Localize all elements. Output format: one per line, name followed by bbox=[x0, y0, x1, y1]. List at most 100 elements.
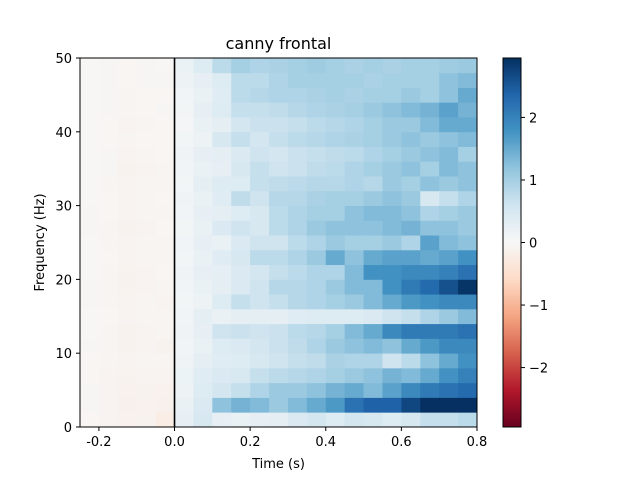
heatmap-cell bbox=[250, 87, 270, 103]
heatmap-cell bbox=[136, 102, 157, 118]
heatmap-cell bbox=[231, 190, 251, 206]
heatmap-cell bbox=[401, 161, 421, 177]
x-tick-label: 0.6 bbox=[391, 435, 412, 450]
heatmap-cell bbox=[439, 87, 459, 103]
heatmap-cell bbox=[458, 235, 478, 251]
heatmap-cell bbox=[80, 102, 100, 118]
heatmap-cell bbox=[306, 220, 327, 236]
heatmap-cell bbox=[287, 382, 308, 398]
heatmap-cell bbox=[174, 353, 194, 369]
heatmap-cell bbox=[231, 308, 251, 325]
y-tick-label: 30 bbox=[55, 200, 72, 215]
heatmap-cell bbox=[306, 338, 327, 354]
heatmap-cell bbox=[382, 249, 402, 266]
colorbar-tick-label: 0 bbox=[529, 237, 537, 252]
heatmap-cell bbox=[155, 382, 175, 398]
heatmap-cell bbox=[155, 102, 175, 118]
heatmap-cell bbox=[382, 323, 402, 339]
heatmap-cell bbox=[287, 176, 308, 192]
heatmap-cell bbox=[231, 279, 251, 295]
heatmap-cell bbox=[420, 382, 440, 398]
heatmap-cell bbox=[269, 72, 289, 88]
heatmap-cell bbox=[344, 146, 364, 162]
heatmap-cell bbox=[193, 308, 213, 325]
heatmap-cell bbox=[250, 338, 270, 354]
heatmap-cell bbox=[401, 220, 421, 236]
heatmap-cell bbox=[98, 264, 119, 280]
heatmap-cell bbox=[401, 397, 421, 413]
heatmap-cell bbox=[155, 412, 175, 428]
heatmap-cell bbox=[117, 58, 138, 74]
heatmap-cell bbox=[155, 353, 175, 369]
heatmap-cell bbox=[325, 308, 346, 325]
heatmap-cell bbox=[250, 220, 270, 236]
heatmap-cell bbox=[80, 294, 100, 310]
heatmap-cell bbox=[212, 205, 232, 221]
heatmap-cell bbox=[420, 338, 440, 354]
heatmap-cell bbox=[155, 235, 175, 251]
heatmap-cell bbox=[344, 58, 364, 74]
heatmap-cell bbox=[250, 102, 270, 118]
heatmap-cell bbox=[325, 249, 346, 266]
heatmap-cell bbox=[325, 205, 346, 221]
heatmap-cell bbox=[250, 294, 270, 310]
heatmap-cell bbox=[250, 279, 270, 295]
heatmap-cell bbox=[439, 205, 459, 221]
heatmap-cell bbox=[98, 367, 119, 384]
heatmap-cell bbox=[155, 279, 175, 295]
heatmap-cell bbox=[117, 294, 138, 310]
heatmap-cell bbox=[401, 58, 421, 74]
heatmap-cell bbox=[98, 397, 119, 413]
heatmap-cell bbox=[136, 131, 157, 147]
heatmap-cell bbox=[420, 294, 440, 310]
heatmap-cell bbox=[269, 294, 289, 310]
heatmap-cell bbox=[401, 382, 421, 398]
heatmap-cell bbox=[98, 382, 119, 398]
heatmap-cell bbox=[250, 353, 270, 369]
heatmap-cell bbox=[269, 205, 289, 221]
heatmap-cell bbox=[136, 72, 157, 88]
heatmap-cell bbox=[382, 146, 402, 162]
heatmap-cell bbox=[344, 353, 364, 369]
heatmap-cell bbox=[325, 338, 346, 354]
heatmap-cell bbox=[344, 264, 364, 280]
heatmap-cell bbox=[458, 131, 478, 147]
heatmap-cell bbox=[458, 87, 478, 103]
heatmap-cell bbox=[363, 161, 383, 177]
heatmap-cell bbox=[325, 367, 346, 384]
heatmap-cell bbox=[439, 72, 459, 88]
heatmap-cell bbox=[420, 220, 440, 236]
heatmap-cell bbox=[174, 264, 194, 280]
heatmap-cell bbox=[174, 294, 194, 310]
heatmap-cell bbox=[306, 279, 327, 295]
colorbar-ticks: −2 −1 0 1 2 bbox=[521, 111, 548, 377]
heatmap-cell bbox=[231, 382, 251, 398]
heatmap-cell bbox=[420, 161, 440, 177]
heatmap-cell bbox=[231, 397, 251, 413]
heatmap-cell bbox=[155, 131, 175, 147]
heatmap-cell bbox=[344, 412, 364, 428]
heatmap-cell bbox=[401, 412, 421, 428]
heatmap-cell bbox=[193, 338, 213, 354]
heatmap-cell bbox=[401, 102, 421, 118]
heatmap-cell bbox=[98, 102, 119, 118]
heatmap-cell bbox=[382, 72, 402, 88]
heatmap-cell bbox=[193, 58, 213, 74]
heatmap-cell bbox=[212, 235, 232, 251]
heatmap-cell bbox=[212, 176, 232, 192]
heatmap-cell bbox=[155, 367, 175, 384]
heatmap-cell bbox=[306, 102, 327, 118]
heatmap-cell bbox=[287, 264, 308, 280]
heatmap-cell bbox=[212, 146, 232, 162]
heatmap-cell bbox=[306, 353, 327, 369]
heatmap-cell bbox=[250, 382, 270, 398]
y-axis: 0 10 20 30 40 50 bbox=[55, 52, 80, 436]
heatmap-cell bbox=[458, 117, 478, 133]
heatmap-cell bbox=[420, 146, 440, 162]
heatmap-cell bbox=[117, 249, 138, 266]
heatmap-cell bbox=[382, 308, 402, 325]
heatmap-cell bbox=[420, 87, 440, 103]
heatmap-cell bbox=[420, 131, 440, 147]
heatmap-cell bbox=[212, 323, 232, 339]
heatmap-cell bbox=[325, 279, 346, 295]
